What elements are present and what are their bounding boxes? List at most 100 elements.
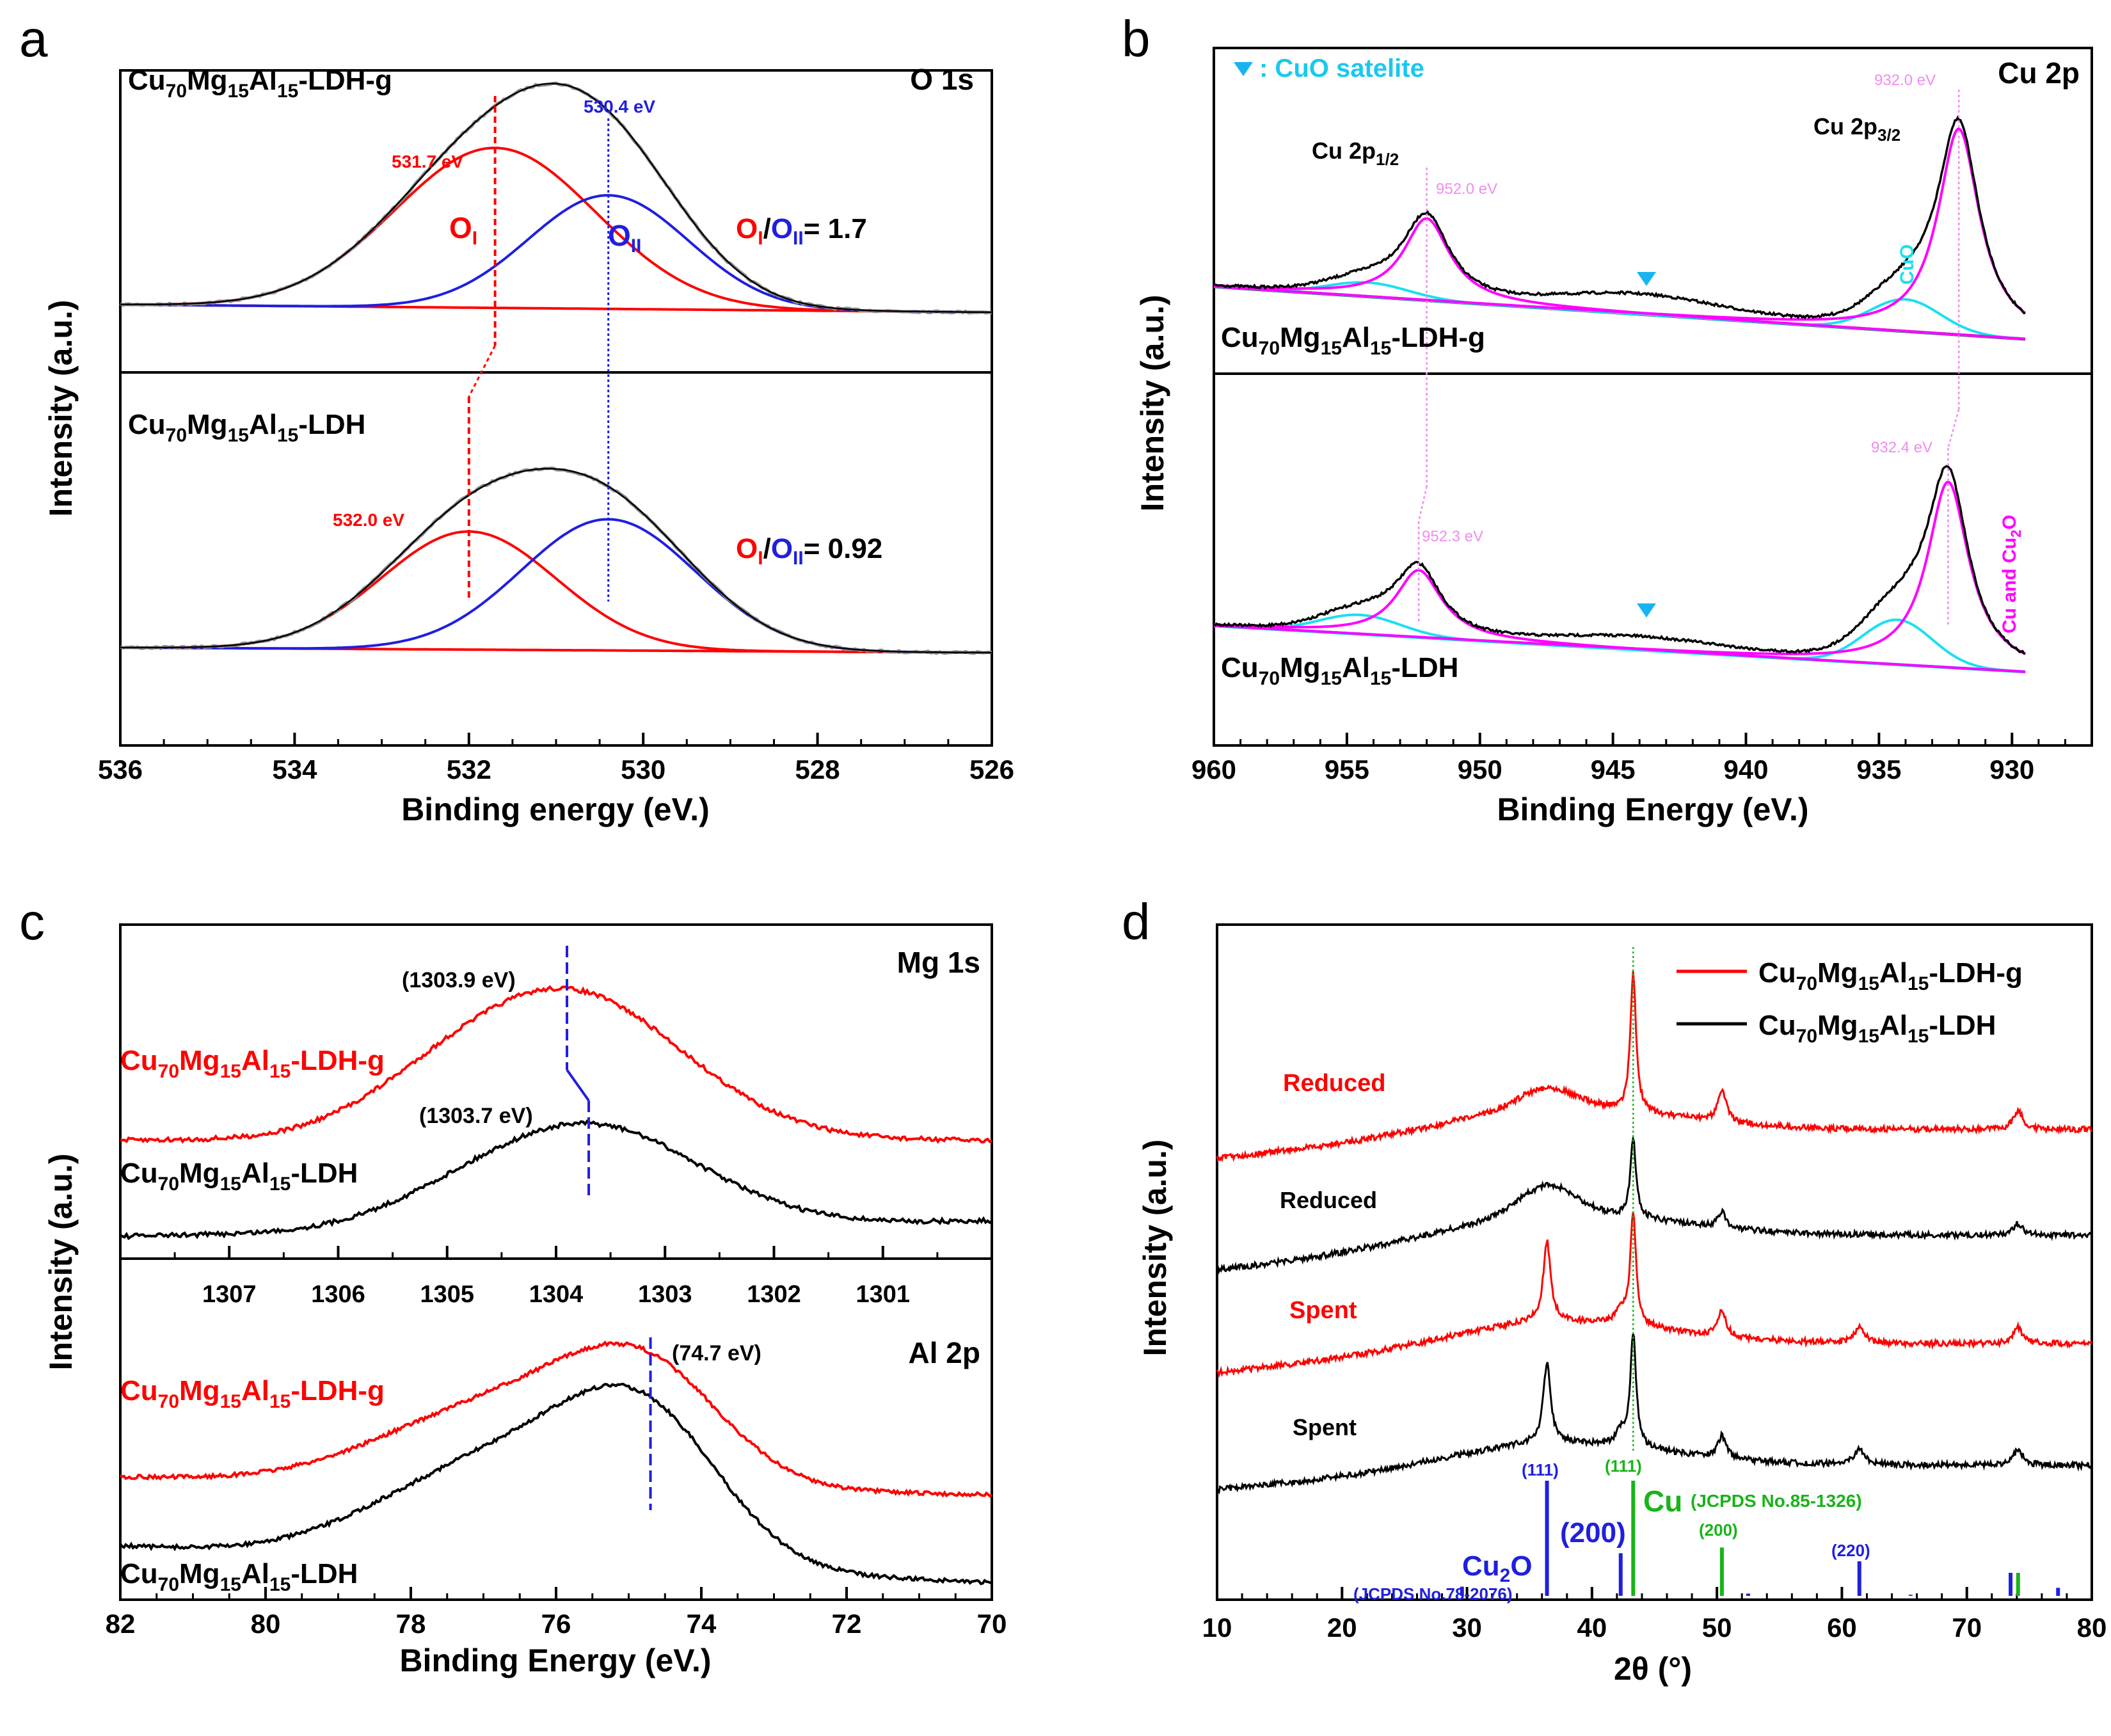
panel-c-mg-peak-top: (1303.9 eV) [402,968,516,992]
panel-d-label-200-cu2o: (200) [1560,1517,1626,1549]
panel-a-peak-label-oi-top: 531.7 eV [392,152,463,171]
tick-label: 1305 [420,1281,474,1308]
oi-shift-connector [468,345,496,397]
tick-label: 72 [832,1609,862,1639]
panel-a-peak-label-oii-top: 530.4 eV [584,97,655,116]
panel-d-label-200-cu: (200) [1699,1520,1738,1540]
panel-a-label-oi: OI [449,211,477,249]
panel-a-ratio-top: OI/OII= 1.7 [736,213,867,249]
tick-label: 30 [1452,1613,1482,1643]
panel-b: b 960 955 950 945 940 935 930 Binding Energy (… [1122,10,2093,827]
tick-label: 534 [272,754,317,784]
panel-a-label-oii: OII [608,219,641,257]
panel-b-peak-952-0: 952.0 eV [1436,180,1497,198]
tick-label: 945 [1591,754,1636,784]
panel-a-curves [119,81,992,655]
panel-b-xlabel: Binding Energy (eV.) [1497,792,1808,827]
panel-d-label-111-cu: (111) [1605,1456,1642,1476]
tick-label: 930 [1989,754,2034,784]
panel-d: d 10 20 30 40 50 60 70 80 2θ (°) Intensity (a.u… [1122,893,2107,1687]
envelope-curve [120,83,992,314]
tick-label: 528 [795,754,840,784]
panel-c-mg-title: Mg 1s [897,946,980,979]
xrd-pattern-1 [1216,971,2093,1163]
panel-d-label-spent-black: Spent [1293,1414,1357,1440]
panel-letter-d: d [1122,893,1151,950]
xrd-pattern-4 [1216,1333,2092,1495]
tick-label: 536 [98,754,143,784]
tick-label: 530 [621,754,665,784]
panel-d-xlabel: 2θ (°) [1614,1651,1692,1687]
panel-d-legend-black: Cu70Mg15Al15-LDH [1758,1010,1996,1047]
tick-label: 526 [969,754,1014,784]
panel-b-peak-932-0: 932.0 eV [1874,72,1936,89]
panel-d-label-cu2o: Cu2O [1462,1550,1533,1586]
panel-d-curves [1216,947,2093,1495]
panel-b-curves [1213,90,2027,674]
panel-d-label-220-cu2o: (220) [1831,1541,1870,1560]
panel-c-ylabel: Intensity (a.u.) [43,1154,79,1371]
tick-label: 1307 [202,1281,257,1308]
panel-a: a 536 534 532 530 528 526 Binding energy (eV.… [19,10,1014,827]
tick-label: 40 [1577,1613,1607,1643]
tick-label: 82 [106,1609,136,1639]
tick-label: 70 [1952,1613,1982,1643]
panel-c-curves [119,946,993,1586]
mg1s-curve-ldh [120,1119,992,1241]
panel-a-ylabel: Intensity (a.u.) [43,300,79,517]
tick-label: 80 [2077,1613,2107,1643]
tick-label: 50 [1702,1613,1732,1643]
panel-d-label-111-cu2o: (111) [1522,1460,1559,1479]
tick-label: 20 [1327,1613,1357,1643]
panel-a-peak-label-oi-bottom: 532.0 eV [333,510,404,530]
shift-connector-932 [1947,409,1960,449]
panel-b-satellite-marker-top [1637,272,1656,286]
panel-d-card-cu: (JCPDS No.85-1326) [1691,1491,1862,1511]
tick-label: 1306 [311,1281,365,1308]
panel-b-label-cuo: CuO [1897,244,1918,285]
cu2p12-component [1213,569,2026,673]
tick-label: 1301 [856,1281,910,1308]
tick-label: 78 [396,1609,426,1639]
panel-c-al-x-axis: 82 80 78 76 74 72 70 [106,1587,1007,1639]
panel-c-al-sample-top: Cu70Mg15Al15-LDH-g [120,1375,385,1412]
panel-b-peak-952-3: 952.3 eV [1422,528,1483,545]
xrd-pattern-3 [1216,1212,2093,1378]
al2p-curve-ldh-g [119,1340,993,1498]
panel-d-reference-lines [1460,1481,2060,1596]
al2p-curve-ldh [119,1382,992,1586]
panel-d-x-axis: 10 20 30 40 50 60 70 80 [1202,1587,2107,1643]
panel-c-al-sample-bottom: Cu70Mg15Al15-LDH [120,1558,358,1595]
panel-b-label-cu-cu2o: Cu and Cu2O [1999,514,2024,633]
tick-label: 76 [541,1609,571,1639]
panel-b-satellite-marker-bottom [1637,603,1656,617]
panel-a-title: O 1s [910,63,974,96]
tick-label: 940 [1723,754,1768,784]
panel-c-al-title: Al 2p [909,1336,980,1369]
tick-label: 935 [1856,754,1901,784]
panel-b-legend-text: : CuO satelite [1259,54,1424,83]
panel-c-mg-x-axis: 1307 1306 1305 1304 1303 1302 1301 [119,1246,993,1308]
tick-label: 74 [687,1609,717,1639]
tick-label: 1302 [747,1281,801,1308]
tick-label: 10 [1202,1613,1232,1643]
panel-letter-a: a [19,10,48,67]
panel-c-mg-sample-top: Cu70Mg15Al15-LDH-g [120,1045,385,1082]
tick-label: 1304 [529,1281,584,1308]
panel-a-x-axis: 536 534 532 530 528 526 [98,733,1014,784]
tick-label: 955 [1325,754,1369,784]
panel-d-card-cu2o: (JCPDS No.78-2076) [1353,1584,1513,1604]
panel-d-label-cu: Cu [1643,1485,1682,1518]
mg1s-curve-ldh-g [120,985,993,1144]
panel-c-al-peak: (74.7 eV) [672,1341,761,1366]
panel-d-legend-red: Cu70Mg15Al15-LDH-g [1758,957,2023,994]
panel-b-label-cu2p12: Cu 2p1/2 [1312,138,1399,169]
envelope-curve [120,468,992,654]
tick-label: 60 [1827,1613,1857,1643]
panel-b-ylabel: Intensity (a.u.) [1135,295,1170,512]
panel-c-mg-peak-bottom: (1303.7 eV) [419,1104,533,1128]
panel-b-sample-bottom: Cu70Mg15Al15-LDH [1221,652,1458,689]
cu2p12-component [1213,217,2026,340]
measured-spectrum [1213,115,2026,320]
